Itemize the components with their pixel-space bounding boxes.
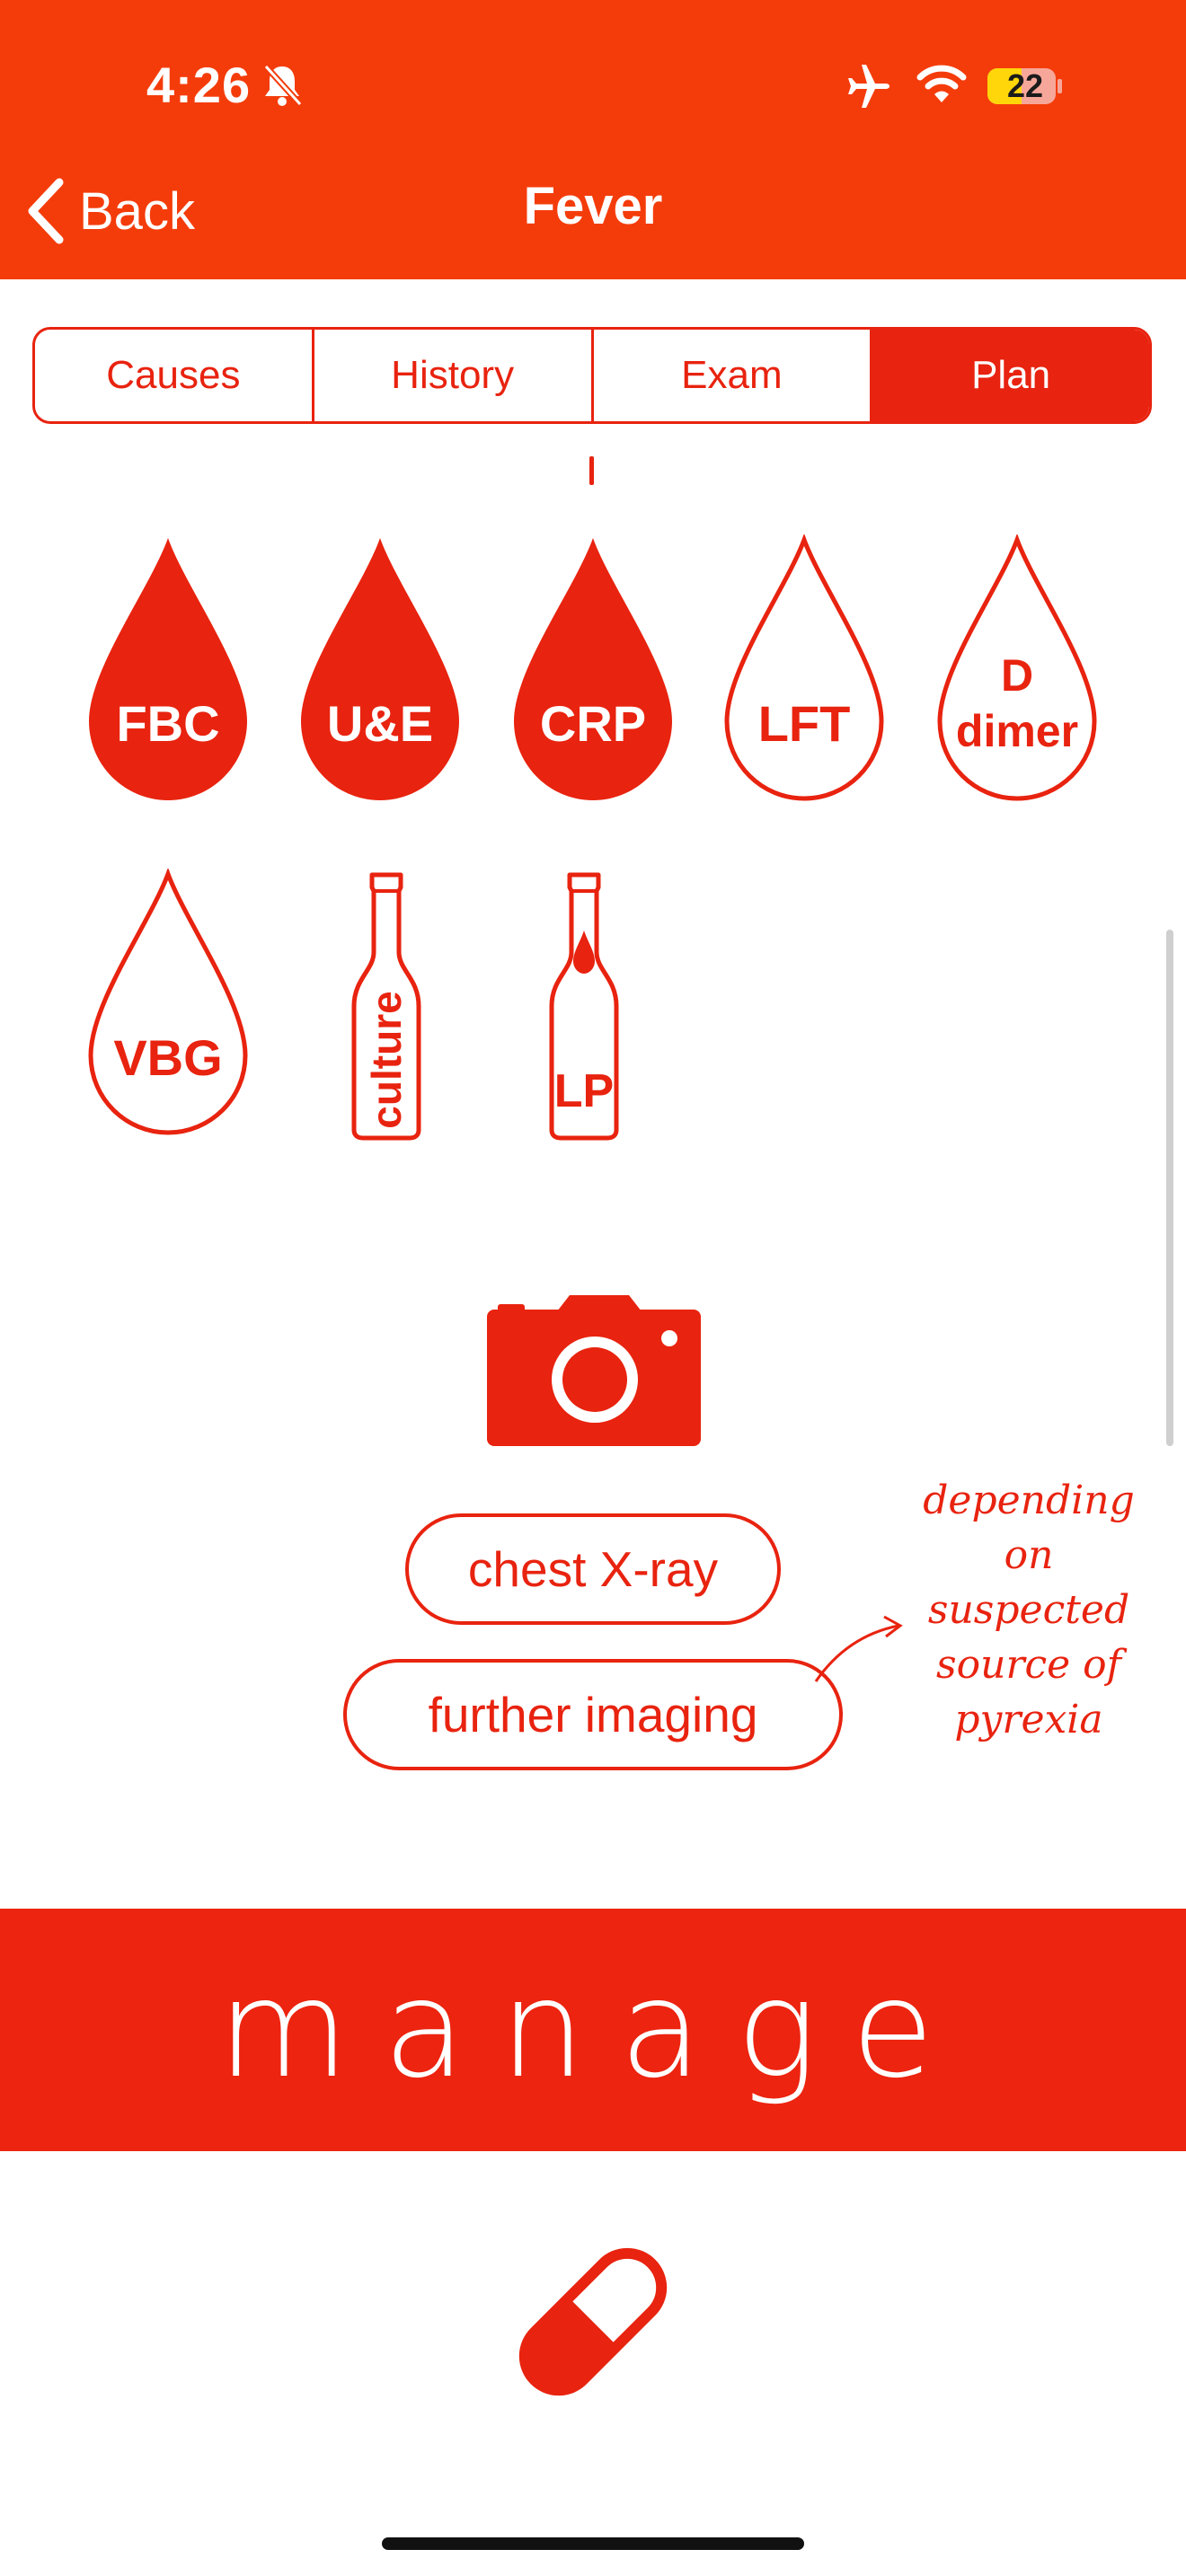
test-label: CRP bbox=[539, 695, 647, 752]
tab-history[interactable]: History bbox=[314, 330, 594, 421]
status-time: 4:26 bbox=[146, 57, 252, 113]
tab-exam[interactable]: Exam bbox=[594, 330, 873, 421]
manage-label: manage bbox=[217, 1952, 969, 2108]
blood-test-fbc[interactable]: FBC bbox=[87, 534, 249, 804]
scroll-indicator[interactable] bbox=[1166, 930, 1173, 1446]
chest-xray-button[interactable]: chest X-ray bbox=[405, 1513, 781, 1625]
battery-level: 22 bbox=[1006, 67, 1044, 104]
wifi-icon bbox=[916, 65, 967, 102]
blood-drop-icon bbox=[301, 538, 459, 800]
blood-culture-bottle[interactable]: culture bbox=[350, 871, 422, 1141]
back-button[interactable]: Back bbox=[25, 171, 195, 251]
blood-drop-outline-icon bbox=[937, 534, 1097, 801]
annotation-line: suspected bbox=[927, 1587, 1130, 1633]
back-label: Back bbox=[79, 181, 195, 241]
manage-section-banner: manage bbox=[0, 1909, 1186, 2151]
blood-test-vbg[interactable]: VBG bbox=[87, 869, 249, 1138]
blood-drop-icon bbox=[514, 538, 672, 800]
blood-test-crp[interactable]: CRP bbox=[512, 534, 674, 804]
bell-slash-icon bbox=[263, 64, 303, 107]
annotation-line: source of bbox=[936, 1642, 1121, 1688]
segmented-control: Causes History Exam Plan bbox=[32, 327, 1152, 424]
pill-icon[interactable] bbox=[503, 2232, 683, 2412]
tab-plan[interactable]: Plan bbox=[872, 330, 1149, 421]
test-label: FBC bbox=[116, 695, 220, 752]
lumbar-puncture-bottle[interactable]: LP bbox=[548, 871, 620, 1141]
airplane-icon bbox=[848, 65, 890, 108]
bottle-label: culture bbox=[363, 991, 410, 1129]
annotation-line: on bbox=[1004, 1532, 1054, 1578]
tab-causes[interactable]: Causes bbox=[35, 330, 314, 421]
blood-drop-icon bbox=[89, 538, 247, 800]
blood-test-ue[interactable]: U&E bbox=[299, 534, 461, 804]
nav-header bbox=[0, 0, 1186, 279]
chevron-left-icon bbox=[28, 178, 64, 244]
handwritten-annotation: depending on suspected source of pyrexia bbox=[881, 1473, 1177, 1747]
home-indicator[interactable] bbox=[382, 2537, 804, 2550]
blood-test-lft[interactable]: LFT bbox=[723, 534, 885, 804]
further-imaging-button[interactable]: further imaging bbox=[343, 1659, 843, 1770]
blood-drop-outline-icon bbox=[724, 534, 884, 801]
test-label: U&E bbox=[326, 695, 434, 752]
test-label: LFT bbox=[757, 695, 851, 752]
blood-test-d-dimer[interactable]: D dimer bbox=[936, 534, 1098, 804]
battery-indicator: 22 bbox=[987, 66, 1064, 106]
bottle-label: LP bbox=[553, 1065, 615, 1117]
bottle-icon bbox=[351, 872, 421, 1141]
bottle-icon bbox=[549, 872, 619, 1141]
annotation-line: depending bbox=[923, 1478, 1135, 1523]
arrow-icon bbox=[814, 1615, 903, 1682]
drop-icon bbox=[573, 931, 595, 974]
connector-line bbox=[589, 456, 594, 485]
annotation-line: pyrexia bbox=[954, 1697, 1103, 1742]
page-title: Fever bbox=[523, 177, 663, 235]
test-label-line2: dimer bbox=[955, 706, 1079, 756]
camera-icon bbox=[487, 1295, 701, 1446]
test-label-line1: D bbox=[1000, 650, 1034, 701]
blood-drop-outline-icon bbox=[88, 869, 248, 1135]
test-label: VBG bbox=[113, 1029, 223, 1086]
